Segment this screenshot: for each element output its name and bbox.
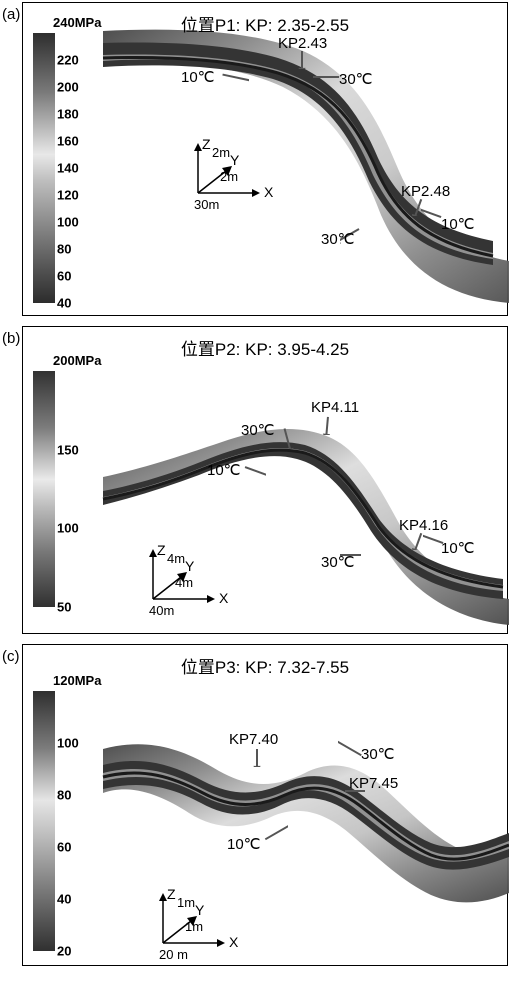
svg-text:Y: Y: [195, 902, 205, 918]
colorbar-tick: 200: [57, 80, 79, 95]
svg-text:40m: 40m: [149, 603, 174, 618]
colorbar-tick: 150: [57, 442, 79, 457]
svg-text:Z: Z: [157, 542, 166, 558]
colorbar-tick: 120: [57, 188, 79, 203]
colorbar-tick: 40: [57, 296, 71, 311]
panel-frame: 位置P2: KP: 3.95-4.25200MPa20015010050Z4mY…: [22, 326, 508, 634]
colorbar-tick: 80: [57, 242, 71, 257]
annotation-label: 30℃: [241, 421, 275, 439]
colorbar-unit: 200MPa: [53, 353, 101, 368]
annotation-label: KP4.11: [311, 399, 359, 416]
annotation-label: KP4.16: [399, 517, 448, 534]
figure: (a)位置P1: KP: 2.35-2.55240MPa240220200180…: [0, 0, 517, 976]
annotation-label: 30℃: [321, 230, 355, 248]
colorbar-gradient: [33, 691, 55, 951]
svg-text:2m: 2m: [212, 145, 230, 160]
surface-plot: [23, 645, 509, 967]
axis-triad: Z1mY1mX20 m: [143, 873, 243, 963]
colorbar: 200MPa20015010050: [33, 371, 55, 607]
annotation-label: 10℃: [441, 215, 475, 233]
colorbar-tick: 220: [57, 53, 79, 68]
svg-text:Y: Y: [230, 152, 240, 168]
panel-letter: (a): [0, 2, 22, 23]
axis-triad: Z4mY4mX40m: [133, 529, 233, 619]
colorbar-tick: 60: [57, 840, 71, 855]
panel-letter: (c): [0, 644, 22, 665]
svg-text:Y: Y: [185, 558, 195, 574]
colorbar-tick: 100: [57, 215, 79, 230]
svg-text:Z: Z: [202, 136, 211, 152]
annotation-label: 30℃: [321, 553, 355, 571]
colorbar-tick: 140: [57, 161, 79, 176]
svg-text:1m: 1m: [185, 919, 203, 934]
colorbar-tick: 50: [57, 600, 71, 615]
svg-text:30m: 30m: [194, 197, 219, 212]
colorbar-tick: 100: [57, 736, 79, 751]
colorbar-tick: 160: [57, 134, 79, 149]
colorbar-unit: 120MPa: [53, 673, 101, 688]
svg-text:X: X: [229, 934, 239, 950]
annotation-label: KP7.40: [229, 731, 278, 748]
annotation-label: 10℃: [181, 68, 215, 86]
colorbar-tick: 40: [57, 892, 71, 907]
panel-letter: (b): [0, 326, 22, 347]
colorbar-gradient: [33, 371, 55, 607]
svg-text:Z: Z: [167, 886, 176, 902]
svg-text:1m: 1m: [177, 895, 195, 910]
colorbar-tick: 100: [57, 521, 79, 536]
svg-text:2m: 2m: [220, 169, 238, 184]
panel-frame: 位置P3: KP: 7.32-7.55120MPa12010080604020Z…: [22, 644, 508, 966]
annotation-label: 10℃: [207, 461, 241, 479]
colorbar-tick: 60: [57, 269, 71, 284]
colorbar-unit: 240MPa: [53, 15, 101, 30]
colorbar-tick: 20: [57, 944, 71, 959]
colorbar: 120MPa12010080604020: [33, 691, 55, 951]
panel-frame: 位置P1: KP: 2.35-2.55240MPa240220200180160…: [22, 2, 508, 316]
annotation-label: KP2.48: [401, 183, 450, 200]
annotation-label: 30℃: [339, 70, 373, 88]
annotation-label: 10℃: [441, 539, 475, 557]
colorbar-gradient: [33, 33, 55, 303]
colorbar: 240MPa240220200180160140120100806040: [33, 33, 55, 303]
svg-text:X: X: [264, 184, 274, 200]
colorbar-tick: 80: [57, 788, 71, 803]
svg-text:4m: 4m: [167, 551, 185, 566]
colorbar-tick: 180: [57, 107, 79, 122]
svg-text:X: X: [219, 590, 229, 606]
axis-triad: Z2mY2mX30m: [178, 123, 278, 213]
annotation-label: KP7.45: [349, 775, 398, 792]
svg-text:20 m: 20 m: [159, 947, 188, 962]
annotation-label: 30℃: [361, 745, 395, 763]
annotation-label: KP2.43: [278, 35, 327, 52]
annotation-label: 10℃: [227, 835, 261, 853]
svg-text:4m: 4m: [175, 575, 193, 590]
